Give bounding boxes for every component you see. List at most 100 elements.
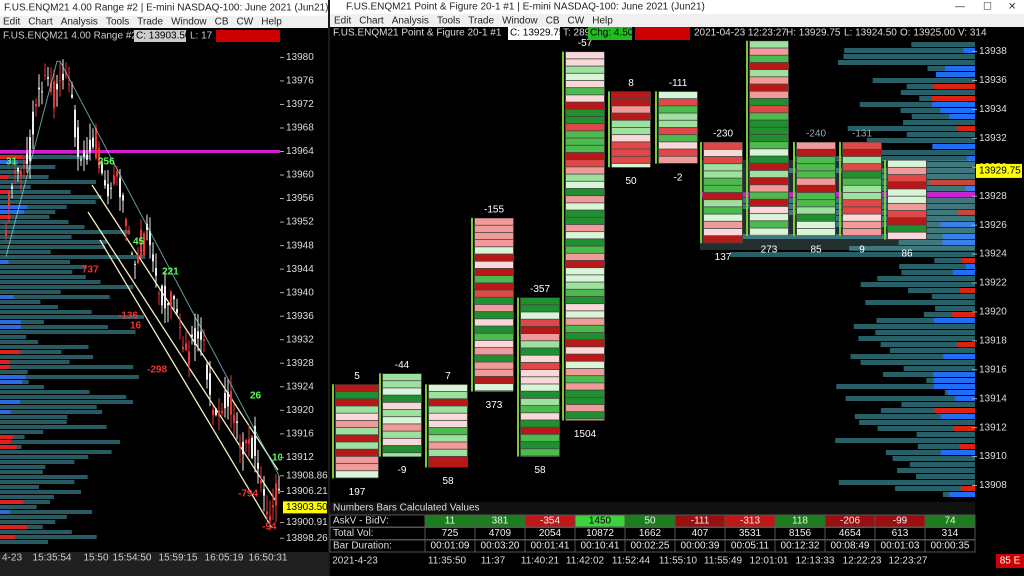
column-delta: 7	[445, 371, 451, 382]
volume-profile-bar	[0, 220, 69, 224]
menu-item[interactable]: Tools	[106, 17, 129, 28]
menu-item[interactable]: Help	[261, 17, 282, 28]
datetime-label: 2021-04-23 12:23:27	[694, 28, 787, 39]
footprint-cell	[888, 196, 926, 203]
candle-body	[92, 137, 94, 148]
volume-profile-bar	[0, 210, 56, 214]
footprint-cell	[797, 156, 835, 164]
candle-body	[143, 233, 145, 255]
volume-profile-bar	[859, 102, 975, 107]
menu-item[interactable]: CB	[546, 16, 560, 27]
footprint-cell	[429, 449, 467, 456]
candle-body	[218, 410, 220, 416]
maximize-button[interactable]: ☐	[983, 2, 992, 13]
footprint-cell	[750, 163, 788, 171]
volume-profile-bar	[865, 300, 975, 305]
volume-profile-bar	[0, 215, 50, 219]
menu-item[interactable]: CW	[568, 16, 585, 27]
table-value: 00:02:25	[631, 541, 670, 552]
footprint-cell	[566, 217, 604, 225]
price-label: 13968	[286, 123, 314, 134]
menu-item[interactable]: Chart	[28, 17, 53, 28]
menu-item[interactable]: Analysis	[61, 17, 98, 28]
footprint-cell	[566, 124, 604, 131]
volume-profile-edge	[934, 408, 975, 413]
price-label: 13938	[979, 46, 1007, 57]
menu-item[interactable]: Chart	[359, 16, 384, 27]
volume-profile-edge	[932, 102, 975, 107]
footprint-cell	[566, 282, 604, 289]
menu-item[interactable]: Window	[171, 17, 207, 28]
volume-profile-bar	[901, 402, 975, 407]
volume-profile-edge	[0, 320, 22, 324]
volume-profile-bar	[0, 260, 71, 264]
menu-item[interactable]: CB	[215, 17, 229, 28]
menu-item[interactable]: Trade	[137, 17, 163, 28]
footprint-cell	[797, 192, 835, 200]
footprint-cell	[429, 463, 467, 468]
footprint-cell	[566, 181, 604, 189]
footprint-cell	[843, 164, 881, 171]
time-label: 11:55:10	[659, 556, 698, 567]
footprint-cell	[475, 232, 513, 240]
menu-item[interactable]: CW	[237, 17, 254, 28]
volume-profile-edge	[0, 410, 11, 414]
volume-profile-edge	[961, 258, 975, 263]
time-label: 11:52:44	[612, 556, 651, 567]
candle-body	[44, 75, 46, 77]
column-edge	[746, 40, 748, 237]
menu-item[interactable]: Edit	[3, 17, 20, 28]
candle-body	[212, 409, 214, 416]
menu-item[interactable]: Help	[592, 16, 613, 27]
price-label: 13932	[979, 133, 1007, 144]
close-box	[508, 27, 560, 40]
price-label: 13910	[979, 451, 1007, 462]
volume-profile-edge	[963, 48, 975, 53]
table-value: 1450	[589, 516, 612, 527]
channel-line	[99, 239, 273, 529]
candle-body	[161, 285, 163, 306]
candle-body	[206, 364, 208, 380]
footprint-cell	[750, 62, 788, 70]
footprint-cell	[475, 333, 513, 341]
annotation: 256	[98, 157, 115, 168]
volume-profile-edge	[940, 414, 975, 419]
volume-profile-bar	[0, 480, 75, 484]
volume-profile-edge	[0, 365, 11, 369]
volume-profile-bar	[844, 48, 975, 53]
footprint-cell	[475, 326, 513, 333]
table-value: 4654	[839, 528, 862, 539]
footprint-cell	[750, 221, 788, 228]
footprint-cell	[336, 384, 378, 392]
price-label: 13932	[286, 334, 314, 345]
time-label: 12:13:33	[796, 556, 835, 567]
price-label: 13976	[286, 76, 314, 87]
volume-profile-bar	[906, 132, 975, 137]
footprint-cell	[659, 91, 697, 99]
footprint-cell	[566, 116, 604, 124]
menu-item[interactable]: Analysis	[392, 16, 429, 27]
volume-profile-bar	[730, 252, 975, 257]
minimize-button[interactable]: —	[955, 2, 965, 13]
table-value: 118	[792, 516, 808, 527]
volume-profile-edge	[0, 380, 23, 384]
footprint-cell	[566, 268, 604, 275]
volume-profile-edge	[956, 342, 975, 347]
menu-item[interactable]: Window	[502, 16, 538, 27]
candle-body	[194, 328, 196, 345]
price-label: 13956	[286, 193, 314, 204]
table-value: 407	[692, 528, 709, 539]
footprint-cell	[704, 164, 742, 171]
footprint-cell	[566, 95, 604, 102]
close-button[interactable]: ✕	[1008, 2, 1016, 13]
footprint-cell	[475, 312, 513, 319]
footprint-cell	[521, 348, 559, 355]
footprint-cell	[475, 376, 513, 384]
volume-profile-edge	[0, 215, 11, 219]
footprint-cell	[843, 221, 881, 229]
footprint-cell	[797, 178, 835, 185]
menu-item[interactable]: Trade	[468, 16, 494, 27]
menu-item[interactable]: Tools	[437, 16, 460, 27]
menu-item[interactable]: Edit	[334, 16, 351, 27]
